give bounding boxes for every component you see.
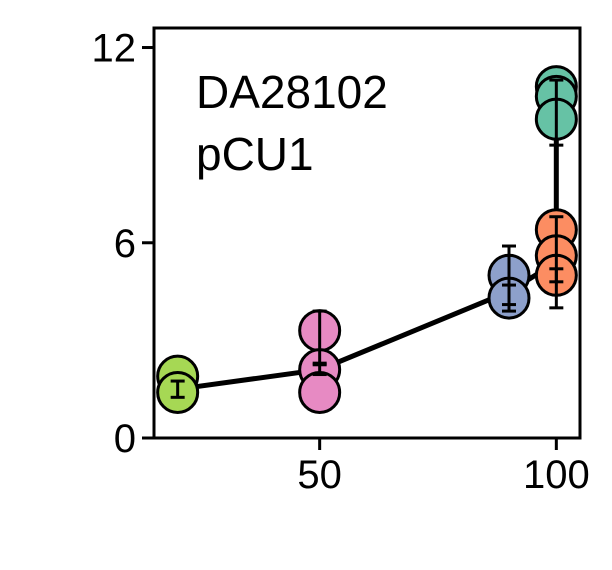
error-bar: [549, 78, 564, 147]
error-bar: [170, 379, 185, 399]
tick-layer: 0 6 12 50 100: [92, 27, 590, 497]
error-bar: [549, 215, 564, 310]
annotation-line-2: pCU1: [196, 128, 314, 180]
data-point: [298, 370, 342, 414]
annotation-layer: DA28102 pCU1: [196, 66, 388, 180]
error-bars-layer: [170, 78, 564, 399]
error-bar: [502, 283, 516, 307]
annotation-line-1: DA28102: [196, 66, 388, 118]
y-tick-label: 6: [114, 222, 136, 266]
error-bar: [549, 267, 564, 284]
y-tick-label: 0: [114, 417, 136, 461]
plot-frame-layer: [152, 26, 582, 440]
error-bar: [312, 309, 327, 365]
plot-frame: [152, 26, 582, 440]
points-layer: [156, 65, 578, 414]
error-bar: [312, 363, 327, 377]
y-tick-label: 12: [92, 27, 137, 71]
x-tick-label: 50: [297, 453, 342, 497]
x-tick-label: 100: [523, 453, 590, 497]
